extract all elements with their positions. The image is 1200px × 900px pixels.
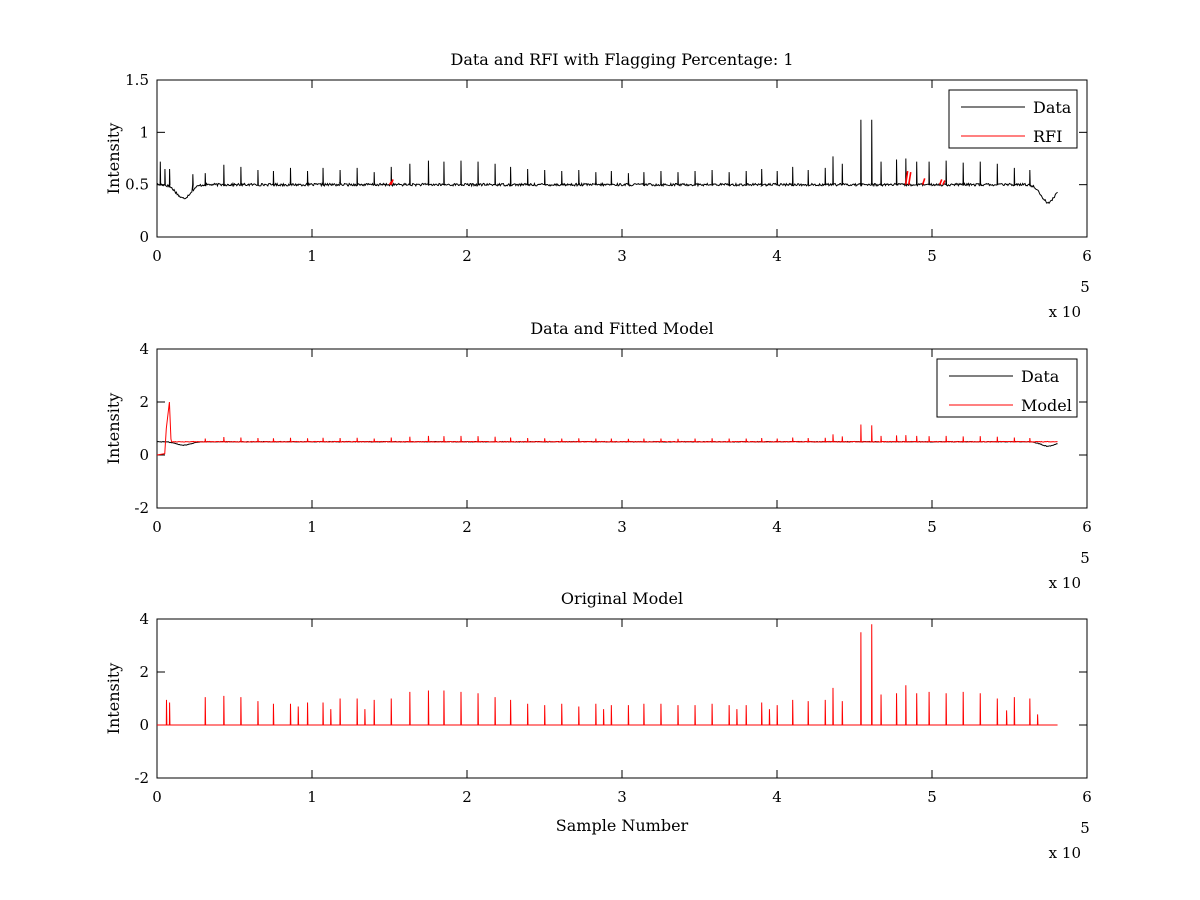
series-rfi-mark [904,170,909,185]
plots: Data and RFI with Flagging Percentage: 1… [104,50,1092,862]
x-tick-label: 0 [152,518,162,536]
x-multiplier-exponent: 5 [1080,278,1090,296]
x-tick-label: 3 [617,788,627,806]
series-model-line [157,401,1058,456]
legend-box [948,89,1078,149]
y-tick-label: 0 [139,228,149,246]
x-tick-label: 1 [307,788,317,806]
y-tick-label: 2 [139,393,149,411]
x-axis-label: Sample Number [556,816,689,835]
series-rfi-mark [907,171,912,185]
x-tick-label: 2 [462,247,472,265]
plot-area [157,119,1058,205]
x-tick-label: 1 [307,247,317,265]
x-tick-label: 5 [927,518,937,536]
series-rfi-mark [388,181,393,186]
x-multiplier-exponent: 5 [1080,819,1090,837]
legend-label-rfi: RFI [1033,127,1062,146]
y-axis-label: Intensity [104,123,123,195]
x-tick-label: 2 [462,518,472,536]
series-model-line [157,624,1058,726]
y-tick-label: 1 [139,123,149,141]
x-tick-label: 4 [772,247,782,265]
x-tick-label: 4 [772,788,782,806]
series-rfi-mark [942,180,946,186]
x-tick-label: 5 [927,788,937,806]
x-tick-label: 0 [152,788,162,806]
x-tick-label: 3 [617,518,627,536]
y-tick-label: 4 [139,610,149,628]
y-tick-label: -2 [134,499,149,517]
y-tick-label: 0 [139,716,149,734]
y-tick-label: 4 [139,340,149,358]
series-rfi-mark [921,178,926,185]
x-tick-label: 6 [1082,788,1092,806]
legend: Data Model [936,358,1078,418]
plot-area [157,624,1058,726]
x-multiplier: x 10 [1049,844,1081,862]
x-tick-label: 6 [1082,247,1092,265]
x-tick-label: 6 [1082,518,1092,536]
x-tick-label: 4 [772,518,782,536]
x-tick-label: 2 [462,788,472,806]
x-tick-label: 3 [617,247,627,265]
chart-title: Original Model [561,589,683,608]
x-multiplier: x 10 [1049,574,1081,592]
series-rfi-mark [390,179,394,185]
x-tick-label: 1 [307,518,317,536]
subplot-1: Data and RFI with Flagging Percentage: 1… [104,50,1092,321]
x-tick-label: 0 [152,247,162,265]
x-tick-label: 5 [927,247,937,265]
y-tick-label: 0.5 [125,176,149,194]
series-rfi-mark [939,179,943,185]
x-multiplier-exponent: 5 [1080,549,1090,567]
legend-label-data: Data [1033,98,1072,117]
legend: Data RFI [948,89,1078,149]
y-axis-label: Intensity [104,663,123,735]
y-axis-label: Intensity [104,393,123,465]
series-data-line [157,119,1058,205]
legend-box [936,358,1078,418]
plot-area [157,401,1058,456]
y-tick-label: 2 [139,663,149,681]
y-tick-label: -2 [134,769,149,787]
legend-label-data: Data [1021,367,1060,386]
y-tick-label: 0 [139,446,149,464]
legend-label-model: Model [1021,396,1072,415]
y-tick-label: 1.5 [125,71,149,89]
chart-title: Data and RFI with Flagging Percentage: 1 [450,50,793,69]
chart-title: Data and Fitted Model [530,319,713,338]
x-multiplier: x 10 [1049,303,1081,321]
